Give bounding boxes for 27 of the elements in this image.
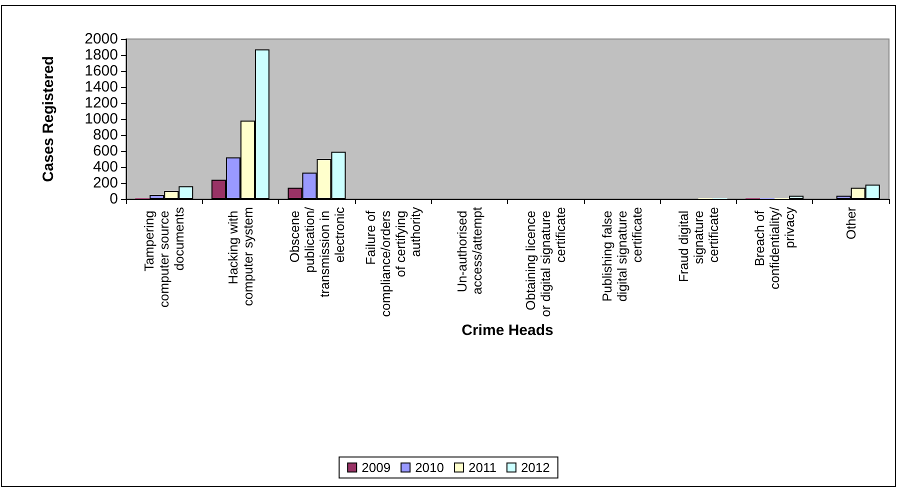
y-tick-label: 1800 — [84, 46, 118, 64]
legend-label: 2009 — [362, 460, 391, 475]
x-tick-label: Obtaining licence or digital signature certificate — [523, 207, 568, 317]
y-tick-label: 1200 — [84, 94, 118, 112]
y-tick-label: 200 — [92, 174, 118, 192]
y-tick-label: 1600 — [84, 62, 118, 80]
legend-label: 2010 — [415, 460, 444, 475]
y-tick-label: 2000 — [84, 30, 118, 48]
x-tick-label: Un-authorised access/attempt — [454, 206, 484, 294]
x-tick-label: Fraud digital signature certificate — [676, 207, 721, 282]
y-tick-label: 600 — [92, 142, 118, 160]
y-tick-label: 0 — [110, 190, 118, 208]
x-tick-label: Publishing false digital signature certificate — [599, 207, 644, 302]
y-tick-label: 800 — [92, 126, 118, 144]
y-axis-title: Cases Registered — [40, 56, 57, 182]
x-tick-label: Breach of confidentiality/privacy — [752, 206, 798, 290]
y-tick-label: 1000 — [84, 110, 118, 128]
y-tick-label: 1400 — [84, 78, 118, 96]
x-tick-label: Hacking with computer system — [225, 207, 256, 306]
x-tick-label: Other — [843, 206, 858, 240]
x-tick-label: Obscene publication/transmission in electronic — [286, 206, 347, 298]
x-axis-title: Crime Heads — [462, 322, 554, 339]
x-tick-label: Failure of compliance/orders of certifying authority — [363, 206, 424, 317]
legend-label: 2011 — [468, 460, 496, 475]
legend-label: 2012 — [520, 460, 550, 475]
x-tick-label: Tampering computer source documents — [142, 206, 187, 308]
y-tick-label: 400 — [92, 158, 118, 176]
